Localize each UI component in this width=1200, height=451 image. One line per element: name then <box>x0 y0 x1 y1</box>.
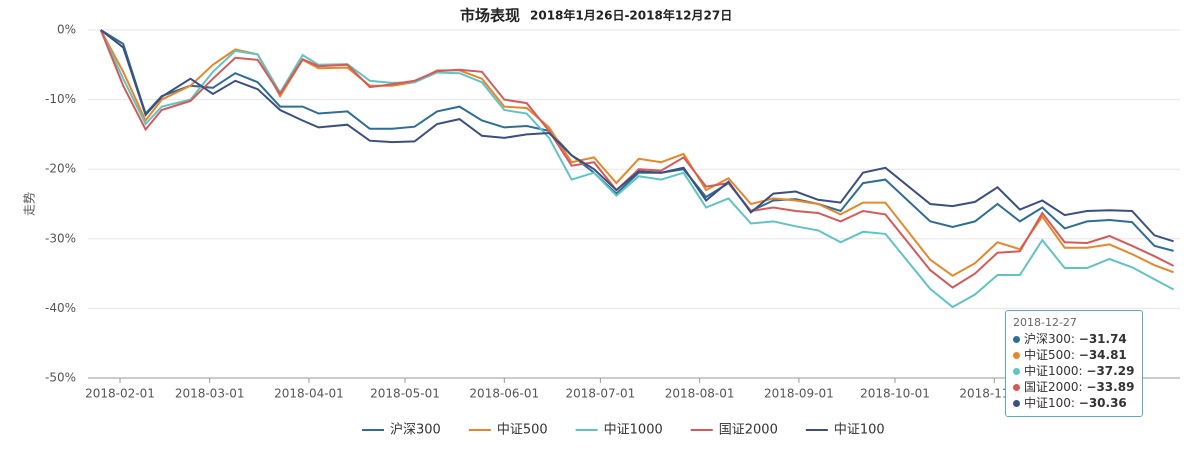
x-tick-label: 2018-08-01 <box>665 387 735 401</box>
x-tick-label: 2018-06-01 <box>469 387 539 401</box>
x-tick-label: 2018-04-01 <box>274 387 344 401</box>
dot <box>1013 368 1020 375</box>
y-tick-label: 0% <box>57 23 76 37</box>
series-line <box>100 29 1174 243</box>
date: 2018-12-27 <box>1013 316 1077 329</box>
v: −33.89 <box>1086 380 1135 394</box>
chart-subtitle: 2018年1月26日-2018年12月27日 <box>530 8 732 23</box>
y-axis-label: 走势 <box>23 192 37 216</box>
x-tick-label: 2018-03-01 <box>175 387 245 401</box>
y-tick-label: -40% <box>45 301 76 315</box>
nm: 中证100 <box>1024 396 1079 410</box>
x-tick-label: 2018-07-01 <box>566 387 636 401</box>
y-tick-label: -30% <box>45 231 76 245</box>
nm: 国证2000 <box>1024 380 1086 394</box>
v: −37.29 <box>1086 364 1135 378</box>
nm: 沪深300 <box>1024 332 1079 346</box>
v: −34.81 <box>1078 348 1127 362</box>
dot <box>1013 352 1020 359</box>
y-tick-label: -50% <box>45 371 76 385</box>
row: 沪深300−31.74 <box>1013 331 1135 347</box>
x-tick-label: 2018-09-01 <box>764 387 834 401</box>
series-line <box>100 29 1174 252</box>
row: 中证500−34.81 <box>1013 347 1135 363</box>
x-tick-label: 2018-02-01 <box>85 387 155 401</box>
series-line <box>99 29 1175 289</box>
row: 中证100−30.36 <box>1013 395 1135 411</box>
y-tick-label: -10% <box>45 92 76 106</box>
row: 中证1000−37.29 <box>1013 363 1135 379</box>
row: 国证2000−33.89 <box>1013 379 1135 395</box>
series-line <box>99 29 1175 309</box>
legend-label: 中证100 <box>834 423 885 438</box>
dot <box>1013 336 1020 343</box>
x-tick-label: 2018-10-01 <box>860 387 930 401</box>
legend-label: 中证1000 <box>604 423 663 438</box>
v: −30.36 <box>1078 396 1127 410</box>
v: −31.74 <box>1078 332 1127 346</box>
nm: 中证500 <box>1024 348 1079 362</box>
dot <box>1013 400 1020 407</box>
legend-label: 沪深300 <box>390 422 441 438</box>
dot <box>1013 384 1020 391</box>
tooltip: 2018-12-27沪深300−31.74中证500−34.81中证1000−3… <box>1005 310 1143 417</box>
x-tick-label: 2018-05-01 <box>370 387 440 401</box>
chart-title: 市场表现 <box>460 7 520 25</box>
y-tick-label: -20% <box>45 162 76 176</box>
nm: 中证1000 <box>1024 364 1086 378</box>
legend-label: 国证2000 <box>719 423 778 438</box>
legend-label: 中证500 <box>497 423 548 438</box>
